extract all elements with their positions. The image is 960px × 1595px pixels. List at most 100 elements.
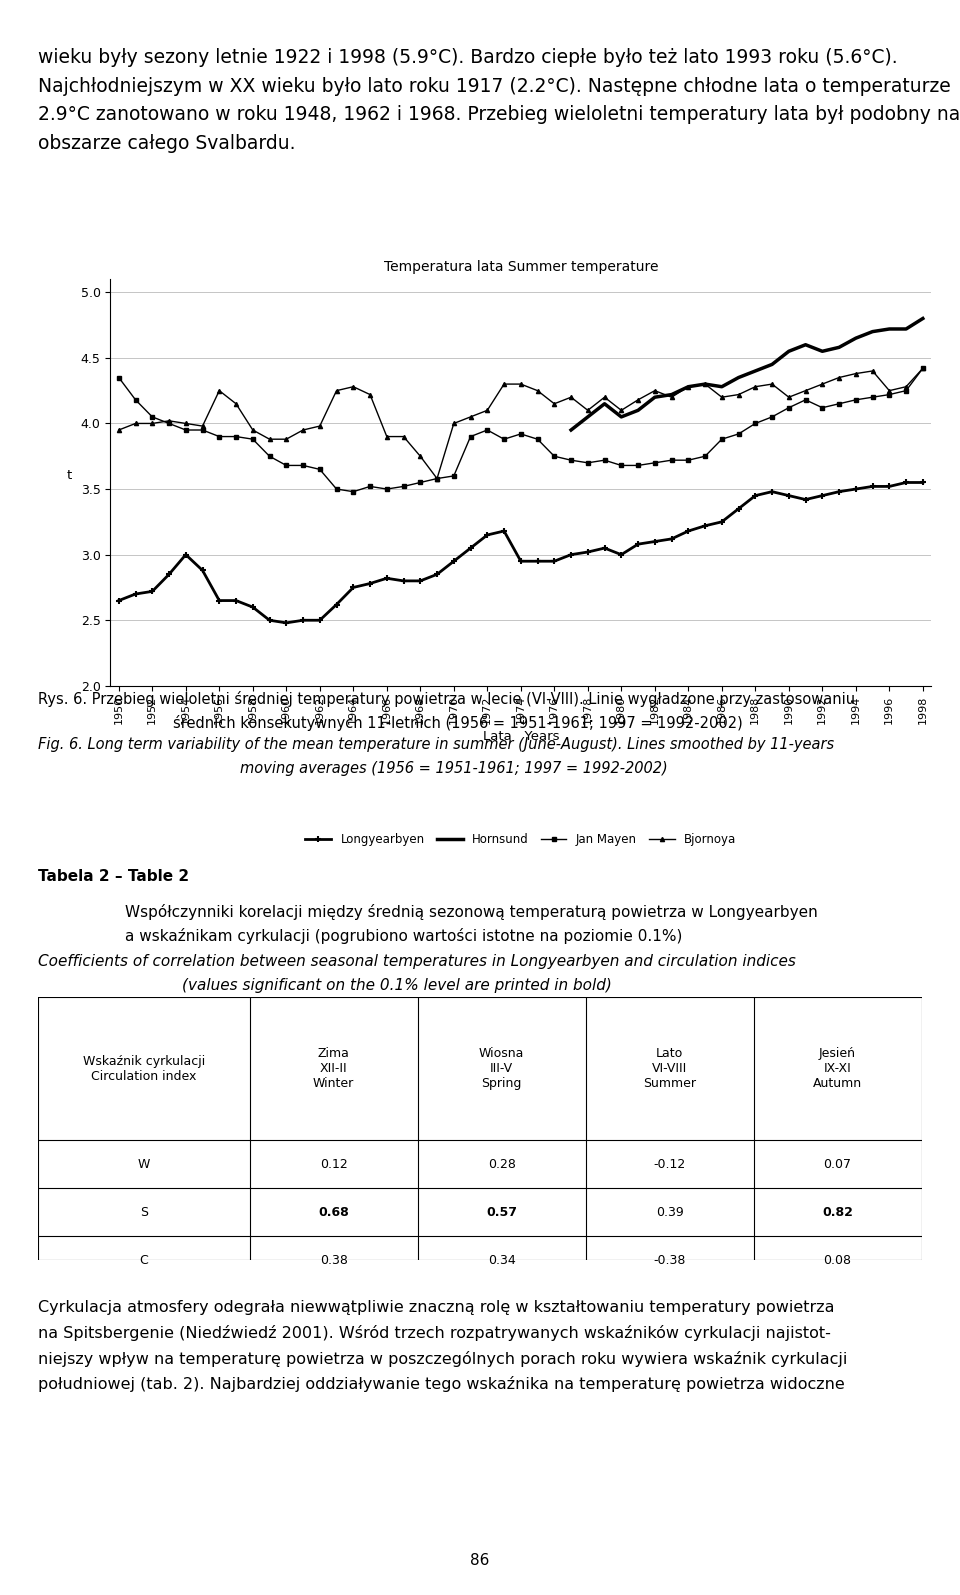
- Bjornoya: [649, 381, 660, 400]
- Bjornoya: [783, 388, 795, 407]
- Hornsund: [850, 329, 861, 348]
- Bjornoya: [917, 359, 928, 378]
- Hornsund: [716, 376, 728, 396]
- Longyearbyen: [381, 569, 393, 589]
- Text: 0.57: 0.57: [486, 1206, 517, 1219]
- Jan Mayen: [381, 480, 393, 499]
- Bjornoya: [732, 384, 744, 404]
- Text: 0.34: 0.34: [488, 1254, 516, 1266]
- Longyearbyen: [280, 614, 292, 633]
- Text: C: C: [139, 1254, 149, 1266]
- Bjornoya: [883, 381, 895, 400]
- Text: 2.9°C zanotowano w roku 1948, 1962 i 1968. Przebieg wieloletni temperatury lata : 2.9°C zanotowano w roku 1948, 1962 i 196…: [38, 105, 960, 124]
- Jan Mayen: [397, 477, 409, 496]
- Text: Lato
VI-VIII
Summer: Lato VI-VIII Summer: [643, 1048, 696, 1089]
- Bjornoya: [766, 375, 778, 394]
- Longyearbyen: [850, 480, 861, 499]
- Bjornoya: [565, 388, 577, 407]
- Bjornoya: [900, 376, 912, 396]
- Hornsund: [766, 354, 778, 373]
- Longyearbyen: [465, 539, 476, 558]
- Bjornoya: [247, 421, 258, 440]
- Jan Mayen: [465, 427, 476, 447]
- Bjornoya: [264, 429, 276, 448]
- Hornsund: [615, 407, 627, 426]
- Bjornoya: [716, 388, 728, 407]
- Bjornoya: [331, 381, 343, 400]
- Hornsund: [817, 341, 828, 360]
- Jan Mayen: [649, 453, 660, 472]
- Jan Mayen: [766, 407, 778, 426]
- Text: 0.82: 0.82: [822, 1206, 853, 1219]
- Hornsund: [732, 368, 744, 388]
- Jan Mayen: [331, 480, 343, 499]
- Text: Wiosna
III-V
Spring: Wiosna III-V Spring: [479, 1048, 524, 1089]
- Jan Mayen: [548, 447, 560, 466]
- Bjornoya: [465, 407, 476, 426]
- Jan Mayen: [599, 451, 611, 471]
- Longyearbyen: [565, 545, 577, 565]
- Hornsund: [699, 375, 710, 394]
- Jan Mayen: [817, 399, 828, 418]
- Jan Mayen: [364, 477, 375, 496]
- Jan Mayen: [800, 391, 811, 410]
- Longyearbyen: [147, 582, 158, 601]
- Longyearbyen: [800, 490, 811, 509]
- Line: Hornsund: Hornsund: [571, 319, 923, 431]
- Hornsund: [599, 394, 611, 413]
- Longyearbyen: [817, 486, 828, 506]
- Longyearbyen: [699, 517, 710, 536]
- Bjornoya: [197, 416, 208, 435]
- Jan Mayen: [750, 413, 761, 432]
- Bjornoya: [364, 384, 375, 404]
- Jan Mayen: [850, 391, 861, 410]
- Bjornoya: [381, 427, 393, 447]
- Text: Jesień
IX-XI
Autumn: Jesień IX-XI Autumn: [813, 1048, 862, 1089]
- Text: Cyrkulacja atmosfery odegrała niewwątpliwie znaczną rolę w kształtowaniu tempera: Cyrkulacja atmosfery odegrała niewwątpli…: [38, 1300, 835, 1314]
- Longyearbyen: [448, 552, 460, 571]
- Jan Mayen: [666, 451, 678, 471]
- Bjornoya: [699, 375, 710, 394]
- Bjornoya: [548, 394, 560, 413]
- Jan Mayen: [867, 388, 878, 407]
- Jan Mayen: [180, 421, 192, 440]
- Title: Temperatura lata Summer temperature: Temperatura lata Summer temperature: [384, 260, 658, 274]
- Bjornoya: [180, 413, 192, 432]
- Hornsund: [783, 341, 795, 360]
- Longyearbyen: [683, 522, 694, 541]
- Longyearbyen: [197, 561, 208, 581]
- Text: (values significant on the 0.1% level are printed in bold): (values significant on the 0.1% level ar…: [182, 978, 612, 992]
- Bjornoya: [516, 375, 527, 394]
- Jan Mayen: [615, 456, 627, 475]
- Longyearbyen: [750, 486, 761, 506]
- Jan Mayen: [498, 429, 510, 448]
- Hornsund: [633, 400, 644, 419]
- Jan Mayen: [732, 424, 744, 443]
- Longyearbyen: [498, 522, 510, 541]
- Hornsund: [649, 388, 660, 407]
- Longyearbyen: [431, 565, 443, 584]
- Text: S: S: [140, 1206, 148, 1219]
- Bjornoya: [348, 376, 359, 396]
- Text: Fig. 6. Long term variability of the mean temperature in summer (June-August). L: Fig. 6. Long term variability of the mea…: [38, 737, 834, 751]
- Text: południowej (tab. 2). Najbardziej oddziaływanie tego wskaźnika na temperaturę po: południowej (tab. 2). Najbardziej oddzia…: [38, 1376, 845, 1392]
- Hornsund: [883, 319, 895, 338]
- Text: Najchłodniejszym w XX wieku było lato roku 1917 (2.2°C). Następne chłodne lata o: Najchłodniejszym w XX wieku było lato ro…: [38, 77, 951, 96]
- Text: Coefficients of correlation between seasonal temperatures in Longyearbyen and ci: Coefficients of correlation between seas…: [38, 954, 796, 968]
- Jan Mayen: [197, 421, 208, 440]
- Text: 0.28: 0.28: [488, 1158, 516, 1171]
- Jan Mayen: [163, 413, 175, 432]
- Longyearbyen: [130, 584, 141, 603]
- Longyearbyen: [298, 611, 309, 630]
- Longyearbyen: [615, 545, 627, 565]
- Bjornoya: [532, 381, 543, 400]
- Hornsund: [833, 338, 845, 357]
- Line: Longyearbyen: Longyearbyen: [115, 478, 926, 627]
- Jan Mayen: [298, 456, 309, 475]
- Longyearbyen: [247, 598, 258, 617]
- Longyearbyen: [883, 477, 895, 496]
- Y-axis label: t: t: [67, 469, 72, 482]
- Longyearbyen: [163, 565, 175, 584]
- Bjornoya: [213, 381, 225, 400]
- Hornsund: [683, 376, 694, 396]
